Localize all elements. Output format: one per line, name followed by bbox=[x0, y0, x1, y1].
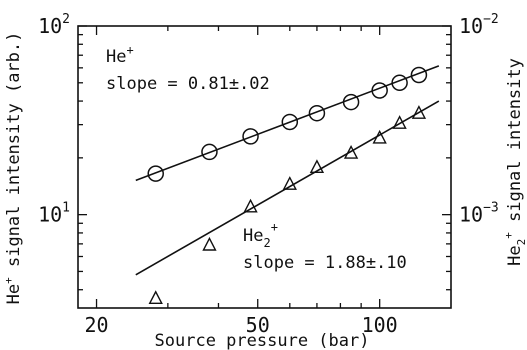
y-axis-title-left: He+ signal intensity (arb.) bbox=[2, 32, 24, 305]
data-point-he2-plus bbox=[202, 236, 217, 251]
y-tick-label-left: 101 bbox=[38, 201, 70, 227]
data-point-he2-plus bbox=[372, 129, 387, 144]
data-point-he2-plus bbox=[282, 176, 297, 190]
data-point-he2-plus bbox=[148, 290, 163, 305]
y-tick-label-right: 10−3 bbox=[459, 201, 499, 227]
data-point-he2-plus bbox=[343, 144, 359, 159]
data-point-he2-plus bbox=[243, 198, 258, 213]
fit-line-series-0 bbox=[135, 65, 440, 182]
data-point-he2-plus bbox=[392, 115, 407, 129]
data-point-he-plus bbox=[242, 128, 259, 145]
y-tick-label-right: 10−2 bbox=[459, 12, 499, 38]
x-axis-title: Source pressure (bar) bbox=[155, 331, 370, 350]
data-point-he2-plus bbox=[309, 159, 325, 174]
data-point-he-plus bbox=[147, 165, 164, 182]
he-plus-annotation: He+ bbox=[106, 43, 134, 67]
data-point-he-plus bbox=[371, 82, 388, 99]
y-axis-title-right: He2+ signal intensity bbox=[502, 58, 527, 266]
data-markers bbox=[147, 66, 428, 305]
plot-frame bbox=[77, 25, 452, 309]
x-tick-label: 20 bbox=[84, 313, 108, 337]
data-point-he-plus bbox=[201, 143, 218, 161]
y-tick-label-left: 102 bbox=[38, 12, 70, 38]
x-tick-label: 100 bbox=[362, 313, 398, 337]
he2-plus-annotation: He2+ bbox=[243, 220, 278, 250]
fit-line-series-1 bbox=[135, 100, 440, 276]
data-point-he-plus bbox=[342, 93, 360, 111]
data-point-he-plus bbox=[410, 66, 428, 84]
he-plus-slope: slope = 0.81±.02 bbox=[106, 74, 270, 94]
he2-plus-slope: slope = 1.88±.10 bbox=[243, 253, 407, 273]
data-point-he-plus bbox=[308, 104, 326, 122]
data-point-he2-plus bbox=[411, 105, 427, 119]
data-point-he-plus bbox=[281, 113, 299, 131]
x-tick-label: 50 bbox=[246, 313, 270, 337]
fit-lines bbox=[135, 65, 440, 276]
data-point-he-plus bbox=[391, 74, 408, 92]
ticks bbox=[78, 25, 451, 308]
tick-labels: 20 50 100 101 102 10−3 10−2 bbox=[38, 12, 499, 337]
